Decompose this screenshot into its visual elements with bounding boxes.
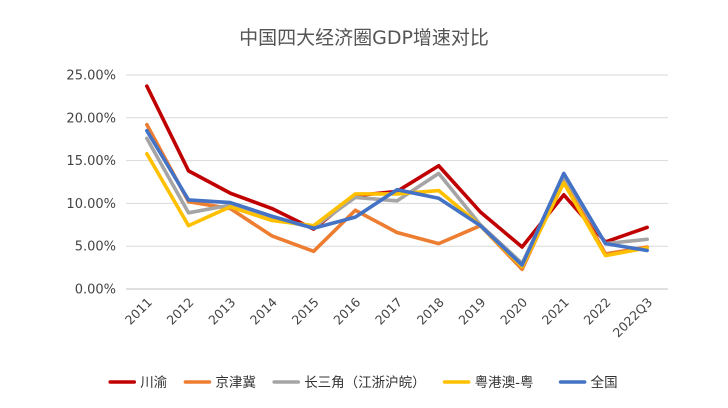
x-tick-label: 2012 (164, 295, 197, 328)
legend-label-4: 粤港澳-粤 (475, 375, 534, 391)
x-tick-label: 2022 (580, 295, 613, 328)
y-tick-label: 15.00% (66, 154, 116, 169)
y-tick-label: 25.00% (66, 69, 116, 84)
y-tick-label: 20.00% (66, 111, 116, 126)
chart-title: 中国四大经济圈GDP增速对比 (239, 27, 489, 49)
legend-label-2: 京津冀 (215, 375, 256, 391)
x-tick-label: 2015 (289, 295, 322, 328)
x-tick-label: 2016 (330, 294, 363, 327)
y-tick-label: 5.00% (75, 240, 116, 255)
x-tick-label: 2014 (247, 294, 280, 327)
y-axis-ticks: 0.00% 5.00% 10.00% 15.00% 20.00% 25.00% (66, 69, 116, 298)
y-tick-label: 10.00% (66, 197, 116, 212)
series-line-5 (145, 128, 649, 267)
legend: 川渝 京津冀 长三角（江浙沪皖） 粤港澳-粤 全国 (108, 374, 618, 391)
series-lines (145, 84, 649, 272)
x-tick-label: 2017 (372, 295, 405, 328)
legend-label-3: 长三角（江浙沪皖） (304, 375, 426, 391)
series-line-1 (145, 84, 649, 249)
x-tick-label: 2020 (497, 294, 530, 327)
x-tick-label: 2018 (414, 294, 447, 327)
x-tick-label: 2021 (539, 295, 572, 328)
legend-label-1: 川渝 (140, 375, 167, 391)
series-line-4 (145, 151, 649, 269)
x-axis-ticks: 2011 2012 2013 2014 2015 2016 2017 2018 2019 2020… (122, 294, 655, 340)
x-tick-label: 2013 (205, 295, 238, 328)
y-tick-label: 0.00% (75, 283, 116, 298)
x-tick-label: 2022Q3 (610, 295, 656, 341)
x-tick-label: 2011 (122, 295, 155, 328)
x-tick-label: 2019 (455, 294, 488, 327)
legend-label-5: 全国 (591, 374, 618, 391)
